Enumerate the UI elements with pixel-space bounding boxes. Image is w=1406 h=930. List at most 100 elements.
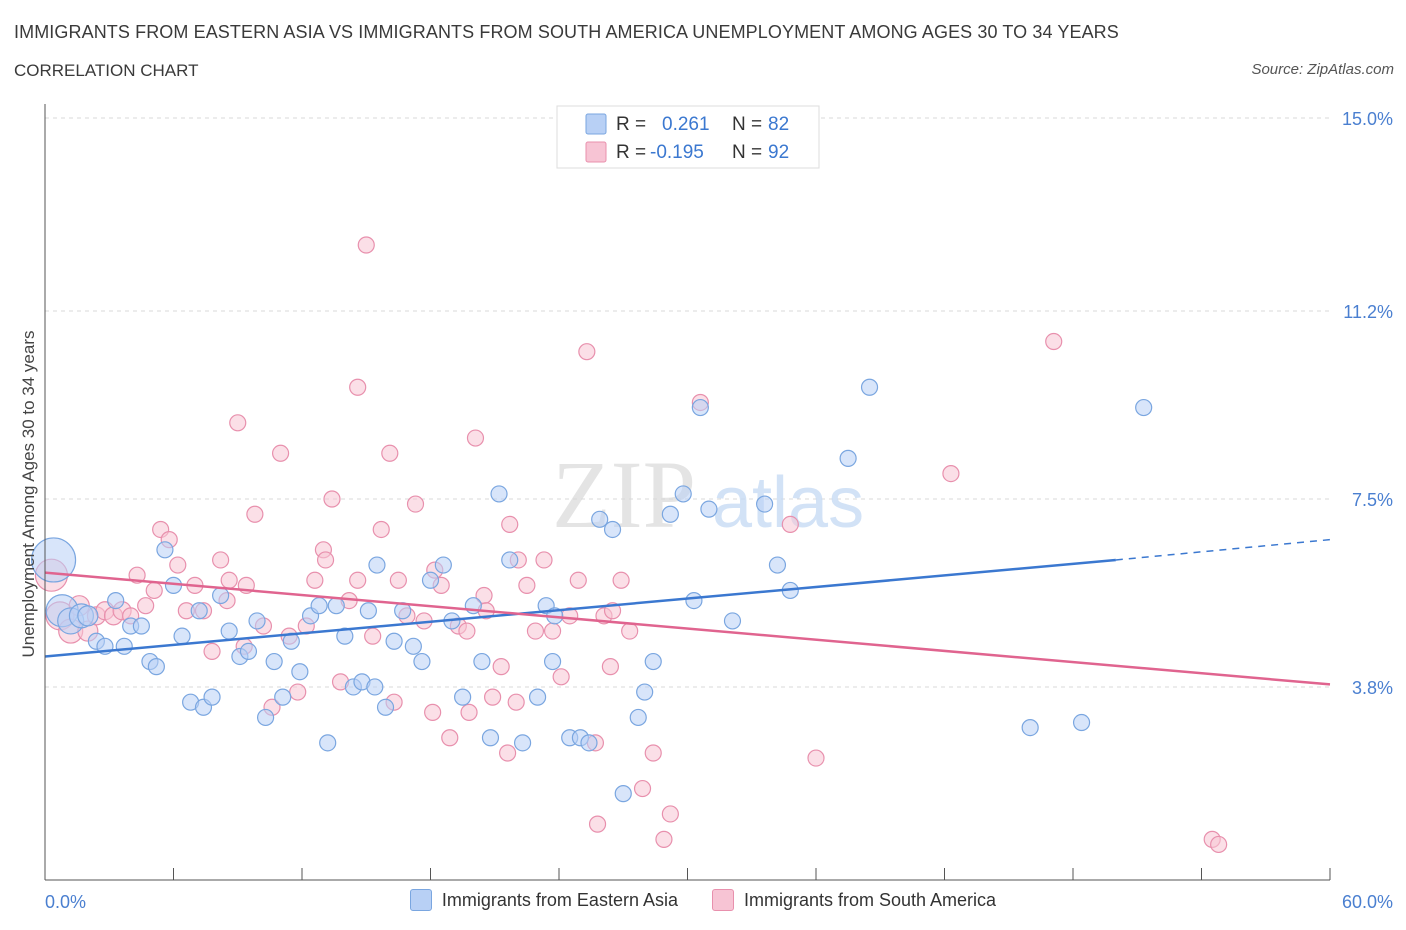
eastern-asia-point — [1072, 713, 1091, 732]
legend-item-eastern-asia[interactable]: Immigrants from Eastern Asia — [409, 889, 678, 911]
eastern-asia-point — [404, 637, 422, 655]
eastern-asia-point — [1135, 398, 1153, 417]
eastern-asia-point — [368, 556, 386, 574]
legend-swatch-blue — [409, 889, 432, 911]
grid-lines: 3.8% 7.5% 11.2% 15.0% — [45, 109, 1393, 698]
stats-n-label: N = — [732, 142, 762, 163]
eastern-asia-point — [30, 537, 77, 583]
south-america-point — [644, 744, 662, 762]
south-america-trend-line — [44, 571, 1331, 686]
eastern-asia-point — [755, 495, 774, 513]
south-america-point — [518, 576, 536, 594]
eastern-asia-point — [580, 734, 598, 752]
south-america-point — [661, 805, 679, 823]
south-america-point — [621, 622, 639, 640]
south-america-point — [578, 343, 596, 361]
south-america-point — [601, 658, 620, 676]
south-america-point — [381, 444, 399, 462]
south-america-point — [1210, 835, 1228, 854]
south-america-point — [484, 688, 502, 706]
eastern-asia-trend-line — [44, 558, 1116, 658]
south-america-point — [588, 815, 607, 833]
eastern-asia-point — [376, 698, 395, 716]
eastern-asia-point — [327, 597, 345, 615]
south-america-point — [460, 703, 478, 721]
stats-n-value: 92 — [768, 142, 789, 163]
chart-title: IMMIGRANTS FROM EASTERN ASIA VS IMMIGRAN… — [14, 22, 1119, 42]
eastern-asia-point — [220, 622, 238, 640]
eastern-asia-point — [265, 652, 283, 671]
south-america-point — [406, 495, 425, 513]
south-america-point — [220, 571, 238, 589]
south-america-point — [145, 581, 163, 600]
eastern-asia-point — [591, 510, 609, 528]
south-america-point — [289, 683, 307, 701]
eastern-asia-point — [115, 637, 133, 655]
eastern-asia-point — [190, 602, 208, 620]
stats-r-value: -0.195 — [650, 142, 704, 163]
south-america-point — [349, 571, 367, 589]
eastern-asia-point — [132, 617, 150, 635]
series-legend: Immigrants from Eastern Asia Immigrants … — [0, 889, 1406, 911]
stats-swatch-pink — [585, 141, 607, 163]
eastern-asia-point — [291, 663, 309, 681]
south-america-point — [526, 622, 545, 640]
y-axis-label: Unemployment Among Ages 30 to 34 years — [19, 331, 38, 658]
legend-label-south-america: Immigrants from South America — [743, 889, 997, 910]
eastern-asia-point — [513, 734, 532, 752]
south-america-point — [612, 571, 630, 589]
eastern-asia-point — [319, 734, 337, 752]
watermark-zip: ZIP — [552, 441, 696, 548]
south-america-point — [137, 597, 155, 615]
south-america-point — [807, 749, 825, 767]
eastern-asia-point — [700, 500, 718, 518]
eastern-asia-point — [644, 652, 662, 671]
eastern-asia-point — [310, 597, 328, 615]
eastern-asia-point — [173, 627, 191, 645]
y-tick-label: 3.8% — [1352, 678, 1393, 698]
series-eastern-asia-points — [30, 378, 1153, 803]
south-america-point — [507, 693, 525, 711]
chart-subtitle: CORRELATION CHART — [14, 61, 199, 80]
eastern-asia-point — [490, 485, 508, 503]
eastern-asia-point — [723, 612, 742, 630]
x-tick-label: 60.0% — [1342, 892, 1393, 912]
south-america-point — [499, 744, 517, 762]
eastern-asia-point — [839, 449, 857, 467]
eastern-asia-point — [768, 556, 787, 574]
south-america-point — [569, 571, 587, 589]
stats-n-value: 82 — [768, 114, 789, 135]
south-america-point — [212, 551, 230, 569]
y-tick-label: 11.2% — [1343, 302, 1393, 322]
eastern-asia-point — [413, 652, 431, 671]
eastern-asia-point — [685, 591, 703, 610]
eastern-asia-point — [239, 642, 258, 661]
south-america-point — [357, 236, 375, 254]
south-america-point — [466, 429, 485, 447]
eastern-asia-point — [674, 485, 692, 503]
south-america-point — [633, 779, 652, 798]
south-america-point — [349, 378, 367, 396]
eastern-asia-point — [421, 571, 440, 589]
eastern-asia-point — [203, 688, 221, 706]
south-america-point — [535, 551, 553, 569]
eastern-asia-point — [691, 398, 709, 417]
eastern-asia-trend-extension — [1115, 538, 1331, 561]
eastern-asia-point — [661, 505, 679, 523]
eastern-asia-point — [256, 708, 275, 727]
y-tick-label: 15.0% — [1342, 109, 1393, 129]
south-america-point — [271, 444, 290, 462]
legend-item-south-america[interactable]: Immigrants from South America — [711, 889, 997, 911]
south-america-point — [229, 414, 247, 432]
south-america-point — [655, 830, 673, 848]
south-america-point — [169, 556, 187, 574]
eastern-asia-point — [614, 785, 632, 803]
eastern-asia-point — [636, 683, 654, 701]
eastern-asia-point — [528, 688, 547, 706]
eastern-asia-point — [454, 688, 472, 706]
south-america-point — [203, 642, 221, 661]
south-america-point — [424, 703, 442, 721]
axes: 0.0% 60.0% — [44, 104, 1393, 912]
south-america-point — [306, 571, 324, 589]
